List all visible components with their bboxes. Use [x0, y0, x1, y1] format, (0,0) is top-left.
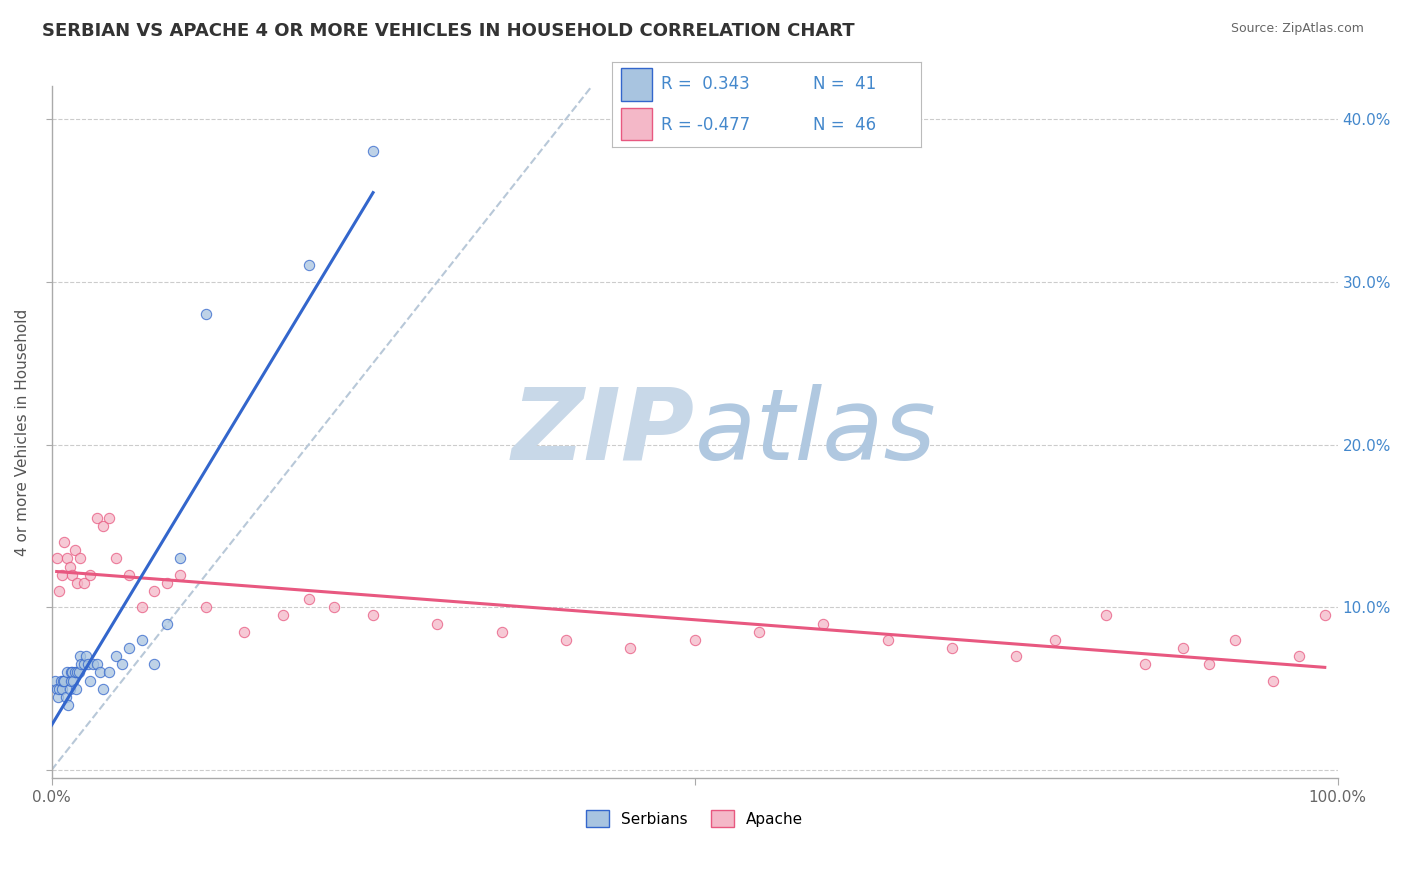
Point — [89, 665, 111, 680]
Point — [63, 543, 86, 558]
Point — [91, 519, 114, 533]
Point — [58, 559, 80, 574]
Point — [86, 657, 108, 672]
Point — [98, 510, 121, 524]
Point — [73, 575, 96, 590]
Point — [194, 307, 217, 321]
Point — [1173, 640, 1195, 655]
Point — [555, 632, 578, 647]
Point — [143, 657, 166, 672]
Point — [298, 592, 321, 607]
Point — [941, 640, 963, 655]
Point — [131, 600, 153, 615]
Legend: Serbians, Apache: Serbians, Apache — [581, 804, 810, 833]
Point — [111, 657, 134, 672]
Point — [1005, 649, 1028, 664]
Point — [45, 551, 67, 566]
Point — [748, 624, 770, 639]
Point — [1263, 673, 1285, 688]
Point — [683, 632, 706, 647]
Point — [63, 665, 86, 680]
Point — [58, 681, 80, 696]
Point — [48, 584, 70, 599]
Point — [58, 698, 80, 712]
Text: R =  0.343: R = 0.343 — [661, 76, 749, 94]
Point — [66, 665, 89, 680]
Point — [233, 624, 256, 639]
Point — [156, 575, 179, 590]
Point — [156, 616, 179, 631]
Point — [76, 657, 98, 672]
Point — [65, 681, 87, 696]
Point — [56, 665, 79, 680]
Point — [69, 551, 91, 566]
Point — [169, 551, 191, 566]
Bar — [621, 69, 652, 101]
Point — [1095, 608, 1118, 623]
Point — [98, 665, 121, 680]
Point — [55, 690, 77, 704]
Point — [1043, 632, 1066, 647]
Point — [60, 665, 83, 680]
Text: N =  41: N = 41 — [813, 76, 876, 94]
Point — [1288, 649, 1310, 664]
Point — [1198, 657, 1220, 672]
Point — [49, 673, 72, 688]
Text: ZIP: ZIP — [512, 384, 695, 481]
Point — [1313, 608, 1336, 623]
Point — [1133, 657, 1156, 672]
Point — [62, 673, 84, 688]
Point — [79, 673, 101, 688]
Point — [131, 632, 153, 647]
Point — [118, 567, 141, 582]
Point — [876, 632, 898, 647]
Point — [491, 624, 513, 639]
Point — [619, 640, 641, 655]
Point — [86, 510, 108, 524]
Point — [59, 673, 82, 688]
Point — [271, 608, 294, 623]
Point — [143, 584, 166, 599]
Text: atlas: atlas — [695, 384, 936, 481]
Point — [56, 551, 79, 566]
Point — [45, 681, 67, 696]
Point — [67, 665, 90, 680]
Text: SERBIAN VS APACHE 4 OR MORE VEHICLES IN HOUSEHOLD CORRELATION CHART: SERBIAN VS APACHE 4 OR MORE VEHICLES IN … — [42, 22, 855, 40]
Point — [53, 535, 76, 549]
Point — [104, 551, 127, 566]
Point — [46, 690, 69, 704]
Point — [59, 665, 82, 680]
Text: N =  46: N = 46 — [813, 116, 876, 134]
Point — [426, 616, 449, 631]
Point — [73, 657, 96, 672]
Point — [361, 608, 384, 623]
Y-axis label: 4 or more Vehicles in Household: 4 or more Vehicles in Household — [15, 309, 30, 556]
Point — [82, 657, 104, 672]
Point — [69, 649, 91, 664]
Point — [811, 616, 834, 631]
Point — [104, 649, 127, 664]
Point — [79, 567, 101, 582]
Point — [51, 681, 73, 696]
Point — [169, 567, 191, 582]
Point — [323, 600, 346, 615]
Point — [91, 681, 114, 696]
Point — [298, 259, 321, 273]
Bar — [621, 108, 652, 140]
Point — [66, 575, 89, 590]
Text: R = -0.477: R = -0.477 — [661, 116, 751, 134]
Point — [51, 567, 73, 582]
Point — [70, 657, 93, 672]
Point — [1223, 632, 1246, 647]
Point — [118, 640, 141, 655]
Point — [361, 145, 384, 159]
Point — [44, 673, 66, 688]
Point — [75, 649, 97, 664]
Point — [48, 681, 70, 696]
Text: Source: ZipAtlas.com: Source: ZipAtlas.com — [1230, 22, 1364, 36]
Point — [53, 673, 76, 688]
Point — [194, 600, 217, 615]
Point — [60, 567, 83, 582]
Point — [52, 673, 75, 688]
